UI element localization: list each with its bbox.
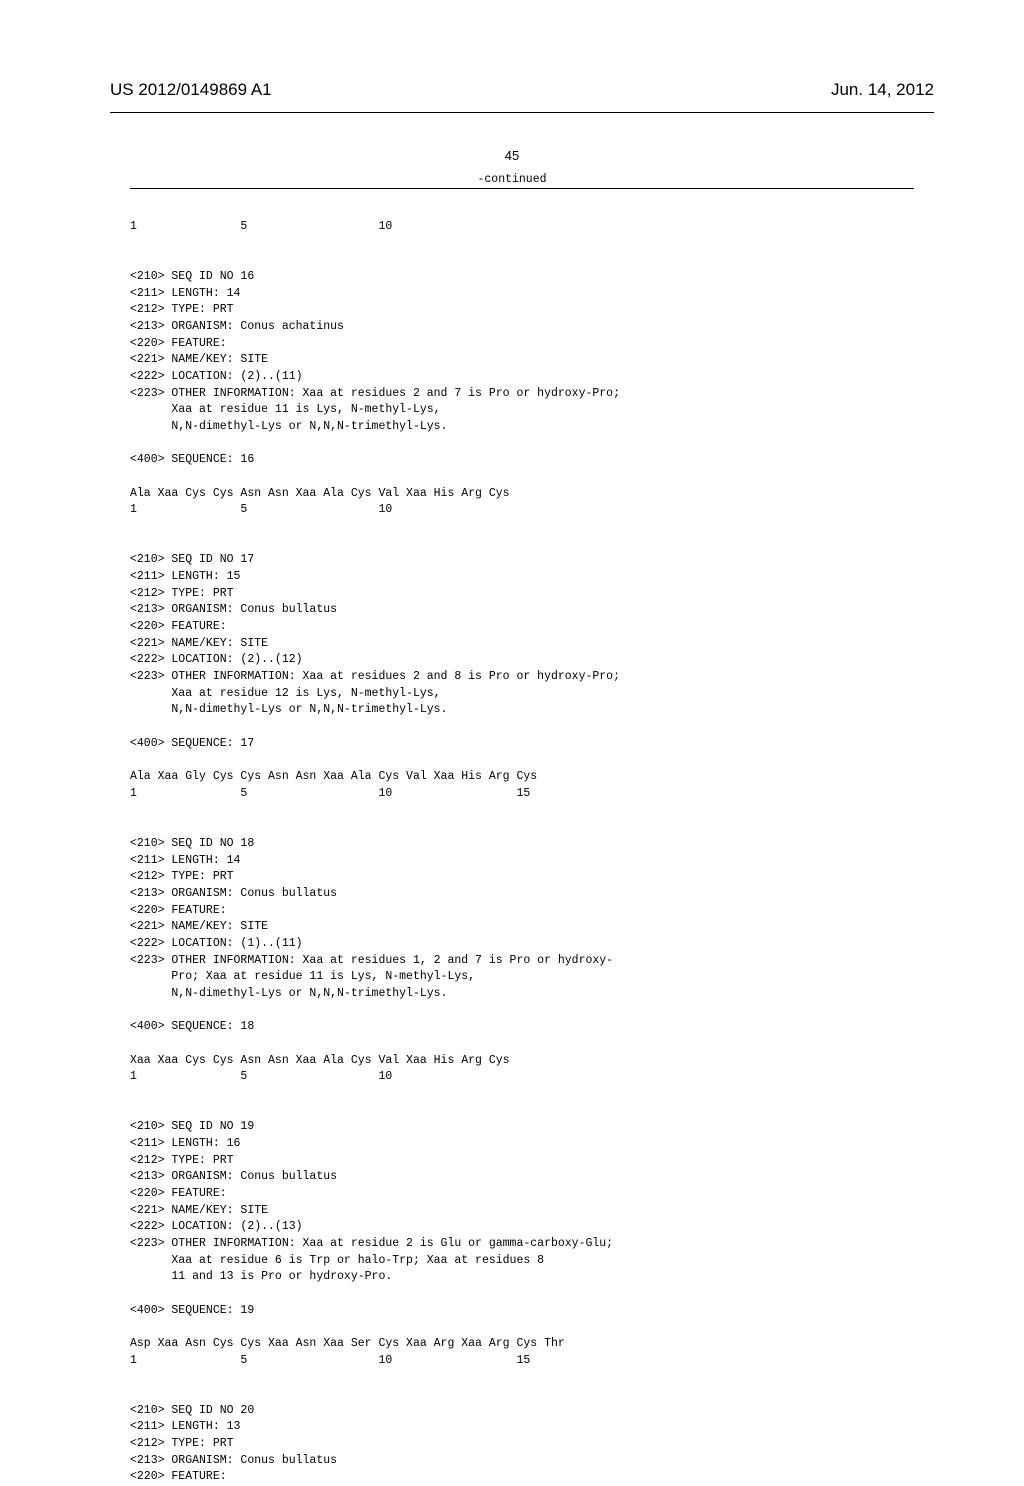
sequence-listing-content: 1 5 10 <210> SEQ ID NO 16 <211> LENGTH: … [130,219,914,1486]
top-rule [130,188,914,189]
application-number: US 2012/0149869 A1 [110,80,272,100]
continued-label: -continued [0,173,1024,186]
page-number: 45 [0,148,1024,163]
publication-date: Jun. 14, 2012 [831,80,934,100]
